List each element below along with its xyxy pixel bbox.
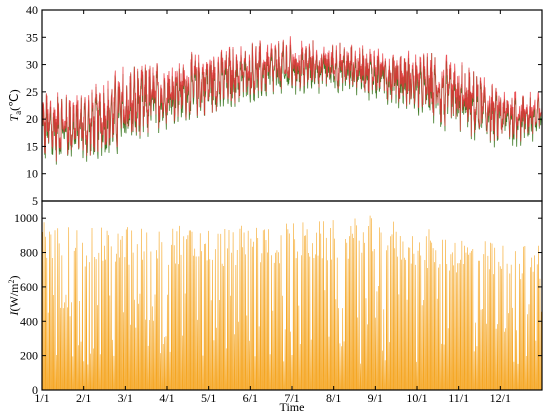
temperature-ytick-label: 20 bbox=[26, 112, 38, 126]
x-tick-label: 3/1 bbox=[118, 391, 133, 405]
x-tick-label: 1/1 bbox=[34, 391, 49, 405]
temperature-ytick-label: 10 bbox=[26, 167, 38, 181]
irradiance-series bbox=[42, 215, 542, 391]
irradiance-ytick-label: 1000 bbox=[14, 211, 38, 225]
x-tick-label: 9/1 bbox=[368, 391, 383, 405]
plot-frame bbox=[41, 9, 543, 391]
irradiance-axis-title: I(W/m2) bbox=[7, 276, 21, 317]
temperature-ytick-label: 30 bbox=[26, 58, 38, 72]
x-axis-title: Time bbox=[280, 400, 305, 413]
x-tick-label: 6/1 bbox=[243, 391, 258, 405]
temperature-series-secondary bbox=[41, 40, 543, 165]
temperature-ytick-label: 35 bbox=[26, 30, 38, 44]
x-tick-label: 5/1 bbox=[201, 391, 216, 405]
irradiance-frame bbox=[41, 200, 543, 391]
irradiance-ytick-label: 800 bbox=[20, 246, 38, 260]
temperature-ytick-label: 5 bbox=[32, 194, 38, 208]
x-tick-label: 12/1 bbox=[490, 391, 511, 405]
x-tick-label: 8/1 bbox=[326, 391, 341, 405]
temperature-series-primary bbox=[41, 36, 543, 162]
x-tick-label: 10/1 bbox=[406, 391, 427, 405]
irradiance-ytick-label: 400 bbox=[20, 314, 38, 328]
temperature-ytick-label: 40 bbox=[26, 3, 38, 17]
x-tick-label: 11/1 bbox=[448, 391, 469, 405]
irradiance-ytick-label: 0 bbox=[32, 383, 38, 397]
x-tick-label: 7/1 bbox=[284, 391, 299, 405]
irradiance-plot: 0 200 400 600 800 1000 I(W/m2) 1/1 2/1 3/1 4/1 5/1 6… bbox=[7, 10, 542, 413]
irradiance-ytick-label: 600 bbox=[20, 280, 38, 294]
temperature-ytick-label: 25 bbox=[26, 85, 38, 99]
x-tick-label: 4/1 bbox=[159, 391, 174, 405]
irradiance-ytick-label: 200 bbox=[20, 349, 38, 363]
temperature-ytick-label: 15 bbox=[26, 139, 38, 153]
x-tick-label: 2/1 bbox=[76, 391, 91, 405]
temperature-axis-title: Ta(℃) bbox=[7, 89, 23, 121]
temperature-plot: 5 10 15 20 25 30 35 40 Ta(℃) bbox=[7, 3, 543, 208]
